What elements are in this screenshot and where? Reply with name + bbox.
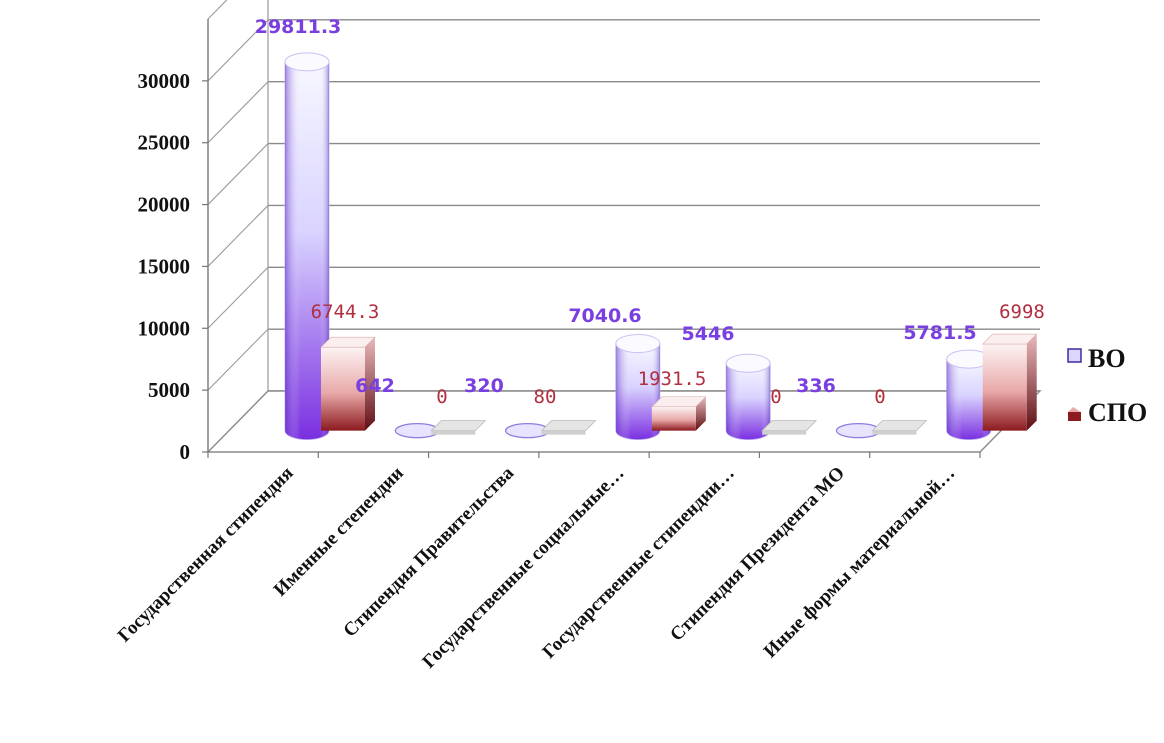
y-tick-label: 30000	[138, 69, 191, 93]
bar-spo-flat	[540, 420, 597, 432]
data-label-spo: 6744.3	[311, 301, 380, 323]
bar-spo-front	[321, 347, 365, 431]
data-label-spo: 0	[874, 386, 885, 408]
y-tick-label: 25000	[138, 131, 191, 155]
legend-item-spo: СПО	[1068, 398, 1147, 427]
category-label: Стипендия Президента МО	[666, 463, 849, 646]
bar-vo-top	[615, 334, 661, 354]
bar-vo	[725, 353, 771, 441]
legend-swatch-spo-top	[1068, 407, 1081, 412]
data-label-spo: 1931.5	[638, 368, 707, 390]
bar-spo	[871, 420, 928, 435]
grid-side-30000	[207, 19, 269, 82]
bar-vo	[615, 334, 661, 441]
y-tick-label: 10000	[138, 316, 191, 340]
legend-label-spo: СПО	[1088, 398, 1147, 427]
bar-spo-flat-edge	[762, 430, 807, 435]
bar-vo-top	[284, 52, 330, 72]
legend: ВО СПО	[1067, 344, 1147, 427]
bar-spo	[761, 420, 818, 435]
legend-item-vo: ВО	[1067, 344, 1126, 373]
y-tick-label: 0	[180, 440, 191, 464]
data-label-spo: 0	[436, 386, 447, 408]
bar-vo-shade	[946, 359, 991, 440]
y-tick-label: 20000	[138, 193, 191, 217]
bar-spo	[540, 420, 597, 435]
bar-vo	[946, 349, 992, 441]
gridlines	[207, 0, 1040, 453]
data-label-vo: 336	[796, 375, 836, 397]
y-axis-ticks: 0 5000 10000 15000 20000 25000 30000	[138, 69, 208, 464]
grid-side-25000	[207, 81, 269, 144]
bar-spo-side	[695, 396, 706, 431]
data-label-vo: 642	[355, 375, 395, 397]
grid-side-15000	[207, 205, 269, 267]
bar-spo-top	[320, 336, 376, 348]
data-label-vo: 320	[464, 375, 504, 397]
bar-spo	[981, 333, 1038, 431]
y-tick-label: 5000	[148, 378, 190, 402]
bar-spo-flat	[761, 420, 818, 432]
data-label-vo: 29811.3	[255, 16, 342, 38]
category-label: Государственные социальные…	[418, 463, 628, 673]
grid-side-35000	[207, 0, 228, 20]
bar-vo-shade	[285, 61, 329, 440]
category-label: Государственная стипендия	[114, 463, 298, 647]
bar-spo-side	[365, 337, 375, 431]
grid-side-5000	[207, 328, 269, 391]
data-label-vo: 5446	[682, 323, 735, 345]
bar-vo-shade	[615, 343, 660, 440]
bar-spo-flat	[430, 420, 487, 432]
bars	[284, 52, 1038, 441]
bar-spo-top	[981, 333, 1038, 345]
legend-swatch-vo	[1067, 348, 1082, 363]
bar-vo-top	[725, 353, 771, 373]
data-label-spo: 6998	[999, 301, 1045, 323]
data-label-vo: 7040.6	[568, 305, 641, 327]
category-label: Иные формы материальной…	[760, 463, 959, 662]
bar-vo	[284, 52, 330, 441]
bar-spo-flat-edge	[872, 430, 917, 435]
data-label-spo: 0	[770, 386, 781, 408]
bar-spo-front	[982, 344, 1027, 431]
data-label-vo: 5781.5	[903, 322, 976, 344]
grid-side-10000	[207, 266, 269, 329]
bar-spo-flat-edge	[541, 430, 586, 435]
category-label: Государственные стипендии…	[539, 463, 739, 663]
bar-spo-flat-edge	[431, 430, 476, 435]
bar-spo-front	[651, 406, 696, 431]
legend-swatch-spo	[1068, 412, 1081, 421]
bar-spo	[430, 420, 487, 435]
legend-label-vo: ВО	[1088, 344, 1126, 373]
y-tick-label: 15000	[138, 254, 191, 278]
bar-spo-side	[1026, 334, 1037, 431]
grid-side-20000	[207, 143, 269, 205]
data-labels: 29811.3 642 320 7040.6 5446 336 5781.5 6744.3 0 8…	[255, 16, 1045, 408]
bar-spo-flat	[871, 420, 928, 432]
bar-spo	[651, 396, 707, 431]
bar-spo	[320, 336, 376, 431]
bar-vo-shade	[726, 363, 771, 440]
bar-spo-top	[651, 396, 707, 408]
data-label-spo: 80	[534, 386, 557, 408]
